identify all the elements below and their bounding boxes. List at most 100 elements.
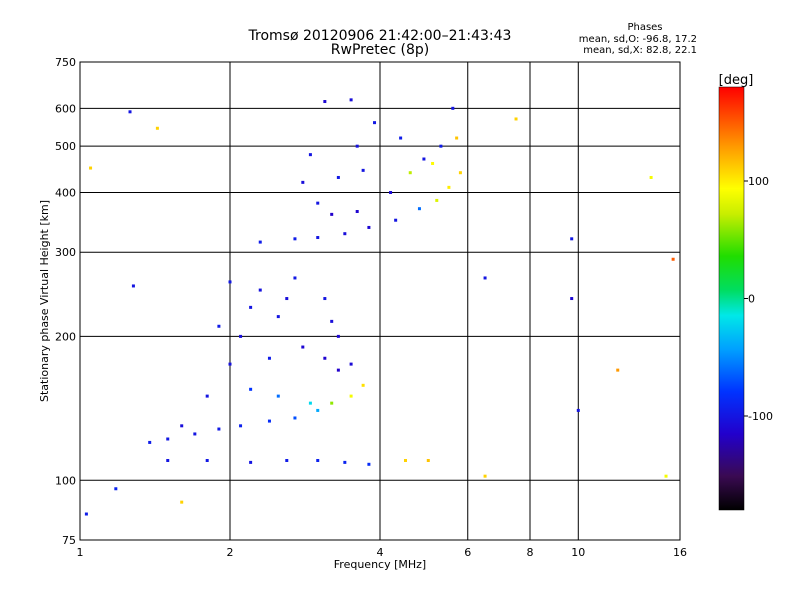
data-point bbox=[355, 210, 359, 214]
y-axis-label: Stationary phase Virtual Height [km] bbox=[38, 200, 51, 402]
data-point bbox=[336, 175, 340, 179]
data-point bbox=[361, 383, 365, 387]
data-point bbox=[258, 240, 262, 244]
data-point bbox=[217, 324, 221, 328]
data-point bbox=[649, 175, 653, 179]
data-point bbox=[180, 424, 184, 428]
data-point bbox=[514, 117, 518, 121]
data-point bbox=[403, 458, 407, 462]
y-tick-label: 500 bbox=[55, 140, 76, 153]
data-point bbox=[355, 144, 359, 148]
y-tick-label: 400 bbox=[55, 186, 76, 199]
data-point bbox=[228, 362, 232, 366]
data-point bbox=[293, 276, 297, 280]
stats-line-o: mean, sd,O: -96.8, 17.2 bbox=[579, 34, 697, 45]
data-point bbox=[422, 157, 426, 161]
data-point bbox=[193, 432, 197, 436]
plot-area: 1 2 4 6 8 10 16 75 100 200 300 400 500 600 750 bbox=[55, 56, 687, 559]
data-point bbox=[431, 161, 435, 165]
data-point bbox=[330, 212, 334, 216]
data-point bbox=[180, 500, 184, 504]
data-point bbox=[267, 419, 271, 423]
data-point bbox=[128, 110, 132, 114]
stats-line-x: mean, sd,X: 82.8, 22.1 bbox=[583, 45, 697, 56]
data-point bbox=[576, 408, 580, 412]
data-point bbox=[228, 280, 232, 284]
y-tick-label: 300 bbox=[55, 246, 76, 259]
data-point bbox=[323, 100, 327, 104]
y-tick-label: 100 bbox=[55, 474, 76, 487]
y-tick-label: 600 bbox=[55, 102, 76, 115]
data-point bbox=[455, 136, 459, 140]
data-point bbox=[293, 416, 297, 420]
colorbar-tick-label: 0 bbox=[748, 293, 755, 306]
data-point bbox=[408, 171, 412, 175]
data-point bbox=[323, 356, 327, 360]
data-point bbox=[293, 237, 297, 241]
data-point bbox=[308, 401, 312, 405]
data-point bbox=[276, 394, 280, 398]
colorbar-tick-label: -100 bbox=[748, 410, 773, 423]
x-tick-label: 16 bbox=[673, 546, 687, 559]
data-point bbox=[239, 424, 243, 428]
chart-subtitle: RwPretec (8p) bbox=[331, 42, 429, 58]
colorbar-ticks: 100 0 -100 bbox=[744, 175, 773, 423]
data-point bbox=[447, 185, 451, 189]
data-point bbox=[258, 288, 262, 292]
data-point bbox=[316, 236, 320, 240]
y-tick-label: 75 bbox=[62, 534, 76, 547]
data-point bbox=[336, 334, 340, 338]
y-tick-label: 200 bbox=[55, 330, 76, 343]
data-point bbox=[349, 394, 353, 398]
data-point bbox=[399, 136, 403, 140]
data-point bbox=[367, 462, 371, 466]
data-point bbox=[439, 144, 443, 148]
y-axis-ticks: 75 100 200 300 400 500 600 750 bbox=[55, 56, 76, 547]
data-point bbox=[316, 201, 320, 205]
data-point bbox=[343, 232, 347, 236]
x-tick-label: 10 bbox=[571, 546, 585, 559]
data-point bbox=[205, 394, 209, 398]
data-point bbox=[389, 190, 393, 194]
x-tick-label: 1 bbox=[77, 546, 84, 559]
data-point bbox=[166, 458, 170, 462]
data-point bbox=[323, 297, 327, 301]
data-point bbox=[308, 153, 312, 157]
data-point bbox=[166, 437, 170, 441]
data-point bbox=[483, 474, 487, 478]
data-point bbox=[316, 408, 320, 412]
data-point bbox=[451, 106, 455, 110]
data-point bbox=[616, 368, 620, 372]
data-point bbox=[285, 297, 289, 301]
data-point bbox=[249, 460, 253, 464]
data-point bbox=[435, 198, 439, 202]
data-point bbox=[671, 257, 675, 261]
data-point bbox=[301, 345, 305, 349]
data-point bbox=[131, 284, 135, 288]
data-point bbox=[249, 305, 253, 309]
data-point bbox=[336, 368, 340, 372]
data-point bbox=[664, 474, 668, 478]
data-point bbox=[239, 334, 243, 338]
x-axis-label: Frequency [MHz] bbox=[334, 558, 426, 571]
colorbar-tick-label: 100 bbox=[748, 175, 769, 188]
data-point bbox=[316, 458, 320, 462]
x-tick-label: 2 bbox=[227, 546, 234, 559]
data-point bbox=[330, 401, 334, 405]
data-point bbox=[394, 218, 398, 222]
data-point bbox=[114, 487, 118, 491]
data-point bbox=[84, 512, 88, 516]
data-point bbox=[276, 315, 280, 319]
data-point bbox=[361, 168, 365, 172]
y-tick-label: 750 bbox=[55, 56, 76, 69]
data-point bbox=[367, 225, 371, 229]
data-point bbox=[148, 440, 152, 444]
data-point bbox=[570, 297, 574, 301]
data-point bbox=[458, 171, 462, 175]
data-point bbox=[426, 458, 430, 462]
colorbar-label: [deg] bbox=[719, 73, 754, 88]
x-axis-ticks: 1 2 4 6 8 10 16 bbox=[77, 546, 688, 559]
data-points bbox=[84, 98, 675, 516]
data-point bbox=[330, 319, 334, 323]
